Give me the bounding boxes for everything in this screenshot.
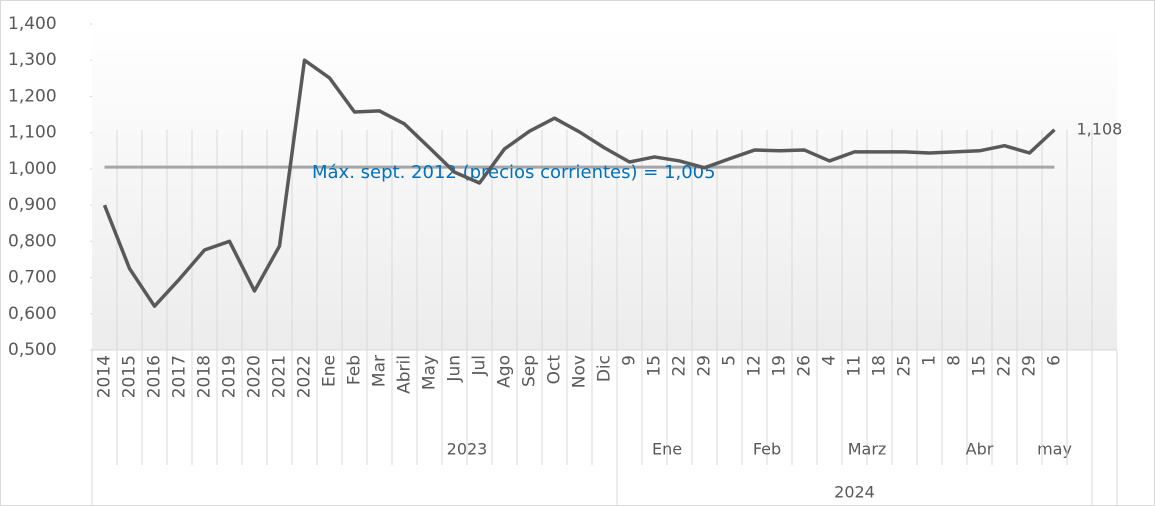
x-tick-label: 22 — [995, 355, 1015, 377]
x-tick-label: 11 — [845, 355, 865, 377]
x-tick-label: 29 — [695, 355, 715, 377]
y-tick-label: 1,400 — [8, 14, 57, 34]
y-tick-label: 0,600 — [8, 304, 57, 324]
x-tick-label: 2017 — [170, 355, 190, 398]
x-tick-label: Nov — [570, 355, 590, 388]
x-tick-label: Ene — [320, 355, 340, 387]
group-label: Abr — [966, 440, 994, 459]
x-tick-label: 25 — [895, 355, 915, 377]
x-tick-label: 1 — [920, 355, 940, 366]
x-tick-label: 6 — [1045, 355, 1065, 366]
y-tick-label: 1,300 — [8, 50, 57, 70]
x-tick-label: Dic — [595, 355, 615, 382]
x-tick-label: Feb — [345, 355, 365, 385]
y-tick-label: 1,200 — [8, 86, 57, 106]
x-tick-label: 9 — [620, 355, 640, 366]
reference-label: Máx. sept. 2012 (precios corrientes) = 1… — [312, 162, 716, 183]
x-tick-label: Ago — [495, 355, 515, 388]
y-tick-label: 0,700 — [8, 268, 57, 288]
x-tick-label: 2015 — [120, 355, 140, 398]
x-tick-label: 2018 — [195, 355, 215, 398]
y-tick-label: 0,800 — [8, 231, 57, 251]
x-tick-label: 2022 — [295, 355, 315, 398]
x-tick-label: 15 — [970, 355, 990, 377]
x-tick-label: 12 — [745, 355, 765, 377]
group-label: may — [1037, 440, 1072, 459]
x-tick-label: 19 — [770, 355, 790, 377]
group-label: Marz — [848, 440, 887, 459]
x-tick-label: 2019 — [220, 355, 240, 398]
x-tick-label: 18 — [870, 355, 890, 377]
x-tick-label: Abril — [395, 355, 415, 394]
y-tick-label: 0,900 — [8, 195, 57, 215]
x-tick-label: Jun — [445, 355, 465, 383]
data-label: 1,108 — [1077, 119, 1123, 138]
x-tick-label: Sep — [520, 355, 540, 387]
group-label: 2023 — [447, 440, 488, 459]
outer-group-label: 2024 — [834, 483, 875, 502]
y-tick-label: 1,100 — [8, 123, 57, 143]
x-tick-label: May — [420, 355, 440, 390]
x-tick-label: 29 — [1020, 355, 1040, 377]
x-tick-label: 8 — [945, 355, 965, 366]
x-tick-label: 2021 — [270, 355, 290, 398]
x-tick-label: 15 — [645, 355, 665, 377]
data-line — [102, 58, 1056, 308]
x-tick-label: 5 — [720, 355, 740, 366]
x-tick-label: 4 — [820, 355, 840, 366]
x-tick-label: 22 — [670, 355, 690, 377]
x-tick-label: 2020 — [245, 355, 265, 398]
x-tick-label: Jul — [470, 355, 490, 377]
y-tick-label: 1,000 — [8, 159, 57, 179]
x-tick-label: 2016 — [145, 355, 165, 398]
y-tick-label: 0,500 — [8, 340, 57, 360]
x-tick-label: 2014 — [95, 355, 115, 398]
plot-area — [92, 24, 1117, 350]
x-tick-label: Oct — [545, 355, 565, 385]
group-label: Feb — [753, 440, 781, 459]
x-tick-label: Mar — [370, 355, 390, 387]
x-tick-label: 26 — [795, 355, 815, 377]
group-label: Ene — [652, 440, 682, 459]
